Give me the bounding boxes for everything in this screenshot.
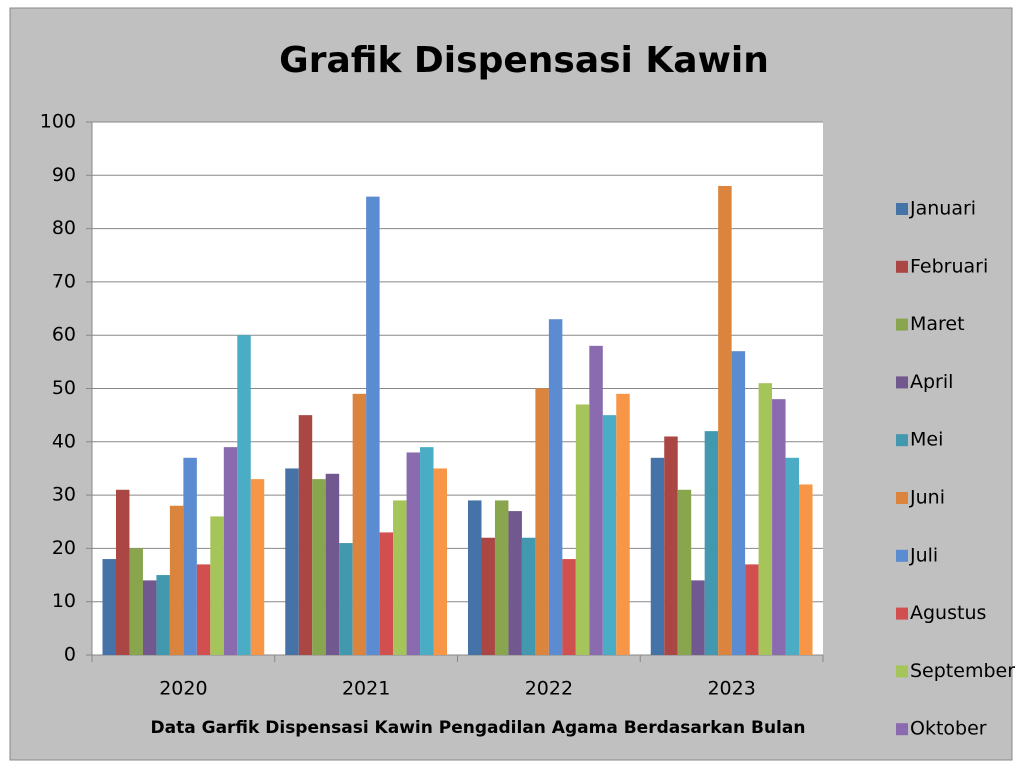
bar (664, 436, 678, 655)
x-tick-label: 2023 (707, 678, 755, 700)
legend-swatch (896, 434, 908, 447)
y-tick-label: 20 (52, 537, 76, 559)
bar (393, 500, 407, 655)
legend-label: Agustus (910, 602, 986, 624)
chart-title: Grafik Dispensasi Kawin (279, 40, 769, 81)
bar (650, 457, 665, 655)
bar (312, 479, 326, 655)
legend-swatch (896, 665, 908, 678)
legend-swatch (896, 549, 908, 562)
bar (102, 559, 116, 655)
legend-label: September (910, 660, 1015, 682)
y-tick-label: 70 (52, 270, 76, 292)
bar (183, 457, 197, 655)
bar (548, 319, 563, 655)
bar (589, 345, 603, 655)
bar (677, 489, 692, 655)
y-tick-label: 90 (52, 164, 76, 186)
legend-label: Juni (909, 487, 945, 509)
bar (325, 473, 340, 655)
x-axis-label: Data Garfik Dispensasi Kawin Pengadilan … (151, 718, 806, 738)
bar (142, 580, 157, 655)
legend-swatch (896, 203, 908, 215)
legend-swatch (896, 260, 908, 273)
bar (129, 548, 143, 655)
bar (115, 489, 130, 655)
bar (366, 196, 380, 655)
bar (352, 393, 367, 655)
bar (379, 532, 394, 655)
legend-label: April (910, 371, 953, 393)
bar (237, 335, 251, 655)
bar (535, 388, 549, 655)
bar (704, 431, 719, 655)
y-tick-label: 30 (52, 484, 76, 506)
x-tick-label: 2020 (159, 678, 207, 700)
legend-label: Februari (910, 255, 988, 277)
bar (156, 575, 170, 655)
x-tick-label: 2022 (525, 678, 573, 700)
bar (210, 516, 224, 655)
bar (223, 447, 238, 655)
y-tick-label: 50 (52, 377, 76, 399)
legend-swatch (896, 376, 908, 389)
legend-label: Maret (910, 313, 965, 335)
bar (169, 505, 184, 655)
legend-swatch (896, 607, 908, 620)
bar (758, 383, 773, 655)
y-tick-label: 0 (64, 644, 76, 666)
bar (731, 351, 746, 655)
legend-swatch (896, 318, 908, 331)
legend-label: Mei (910, 429, 943, 451)
y-tick-label: 10 (52, 590, 76, 612)
bar (406, 452, 421, 655)
bar (508, 511, 522, 655)
bar (772, 399, 786, 655)
y-tick-label: 40 (52, 430, 76, 452)
bar (433, 468, 447, 655)
bar (718, 185, 732, 655)
bar (616, 393, 630, 655)
y-tick-label: 60 (52, 324, 76, 346)
bar (196, 564, 211, 655)
bar (481, 537, 495, 655)
bar (468, 500, 482, 655)
bar (575, 404, 590, 655)
legend-label: Oktober (910, 718, 987, 740)
bar (298, 415, 313, 655)
bar (799, 484, 813, 655)
bar (691, 580, 705, 655)
y-tick-label: 80 (52, 217, 76, 239)
y-tick-label: 100 (40, 111, 76, 133)
x-tick-label: 2021 (342, 678, 390, 700)
bar (420, 447, 434, 655)
legend-label: Juli (909, 544, 938, 566)
bar (521, 537, 536, 655)
bar (562, 559, 576, 655)
legend-swatch (896, 723, 908, 736)
bar (785, 457, 800, 655)
bar (285, 468, 299, 655)
legend-swatch (896, 492, 908, 504)
legend-label: Januari (909, 198, 976, 220)
bar (339, 543, 353, 655)
bar (745, 564, 759, 655)
bar (494, 500, 509, 655)
bar (250, 479, 265, 655)
bar (602, 415, 617, 655)
